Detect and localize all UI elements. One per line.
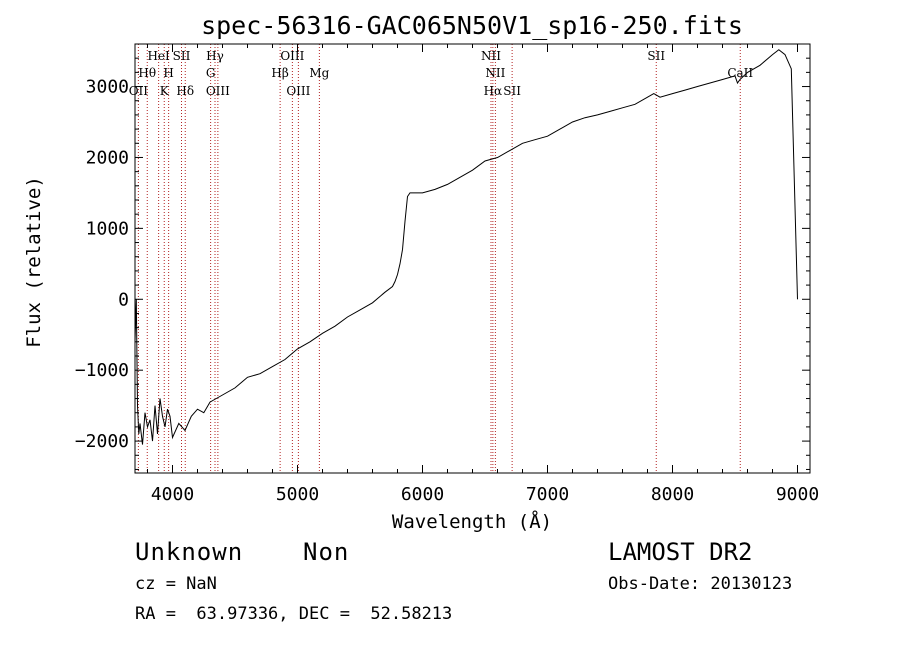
- line-marker-label: OII: [129, 84, 149, 98]
- x-tick-label: 8000: [651, 484, 694, 505]
- x-tick-label: 5000: [276, 484, 319, 505]
- line-marker-label: HeI: [147, 49, 170, 63]
- emission-line-markers: [137, 44, 741, 473]
- chart-title: spec-56316-GAC065N50V1_sp16-250.fits: [201, 11, 743, 40]
- y-tick-label: 3000: [86, 77, 129, 98]
- spectrum-line: [134, 49, 798, 445]
- x-tick-label: 6000: [401, 484, 444, 505]
- x-tick-label: 9000: [776, 484, 819, 505]
- line-marker-label: K: [160, 84, 170, 98]
- y-axis: −2000 −1000 0 1000 2000 3000: [75, 57, 810, 470]
- object-subclass: Non: [303, 538, 350, 566]
- line-marker-label: Hβ: [271, 66, 288, 80]
- line-marker-label: NII: [481, 49, 501, 63]
- line-marker-label: SII: [173, 49, 191, 63]
- survey-label: LAMOST DR2: [608, 538, 753, 566]
- object-class: Unknown: [135, 538, 244, 566]
- line-marker-label: Hα: [484, 84, 503, 98]
- line-marker-label: OIII: [280, 49, 304, 63]
- x-axis: 4000 5000 6000 7000 8000 9000: [147, 44, 819, 505]
- x-tick-label: 4000: [151, 484, 194, 505]
- line-marker-label: G: [206, 66, 216, 80]
- y-tick-label: −2000: [75, 431, 129, 452]
- y-tick-label: 0: [118, 289, 129, 310]
- obs-date-label: Obs-Date: 20130123: [608, 574, 793, 594]
- y-tick-label: 2000: [86, 147, 129, 168]
- line-marker-label: SII: [647, 49, 665, 63]
- line-marker-label: NII: [485, 66, 505, 80]
- line-marker-label: Hθ: [138, 66, 156, 80]
- radec-label: RA = 63.97336, DEC = 52.58213: [135, 604, 453, 624]
- x-axis-label: Wavelength (Å): [392, 510, 552, 533]
- x-tick-label: 7000: [526, 484, 569, 505]
- plot-frame: [134, 43, 811, 474]
- emission-line-labels: OIIHθHeIKHSIIHδHγGOIIIHβOIIIOIIIMgNIIHαN…: [129, 49, 754, 98]
- line-marker-label: H: [163, 66, 173, 80]
- line-marker-label: OIII: [286, 84, 310, 98]
- y-tick-label: −1000: [75, 360, 129, 381]
- line-marker-label: CaII: [727, 66, 753, 80]
- redshift-label: cz = NaN: [135, 574, 217, 594]
- line-marker-label: Hγ: [206, 49, 224, 63]
- line-marker-label: Hδ: [176, 84, 194, 98]
- y-tick-label: 1000: [86, 218, 129, 239]
- line-marker-label: Mg: [309, 66, 329, 80]
- line-marker-label: SII: [503, 84, 521, 98]
- line-marker-label: OIII: [206, 84, 230, 98]
- y-axis-label: Flux (relative): [23, 176, 45, 348]
